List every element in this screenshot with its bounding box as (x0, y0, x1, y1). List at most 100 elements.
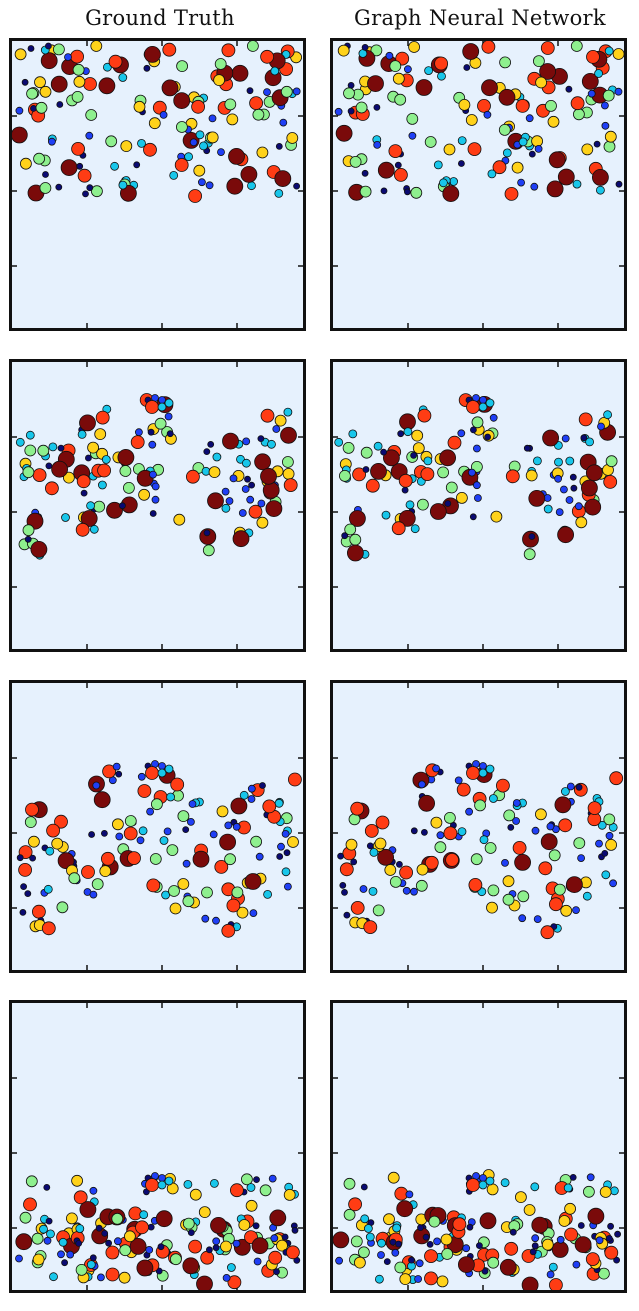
particle (335, 1256, 343, 1265)
particle (30, 540, 48, 558)
particle (238, 509, 247, 517)
particle (479, 835, 489, 845)
particle (479, 762, 487, 770)
particle (512, 799, 521, 807)
particle (543, 504, 553, 514)
particle (374, 837, 387, 850)
particle (212, 1244, 220, 1252)
particle (187, 1229, 195, 1237)
particle (469, 426, 477, 434)
particle (605, 455, 618, 468)
particle (166, 430, 174, 438)
particle (554, 474, 563, 483)
particle (72, 63, 85, 76)
particle (157, 402, 167, 412)
particle (39, 1224, 48, 1234)
particle (572, 179, 582, 189)
particle (441, 1248, 454, 1260)
particle (101, 851, 115, 866)
particle (575, 783, 583, 791)
particle (375, 815, 390, 830)
particle (259, 782, 266, 789)
particle (599, 1186, 612, 1198)
particle (86, 184, 94, 192)
particle (222, 1273, 231, 1282)
particle (392, 72, 405, 85)
particle (230, 797, 248, 815)
particle (343, 1208, 356, 1221)
particle (208, 466, 221, 478)
particle (270, 1234, 279, 1243)
particle (597, 820, 607, 830)
particle (594, 69, 604, 78)
particle (222, 432, 239, 450)
particle (385, 51, 394, 60)
particle (138, 488, 151, 501)
particle (475, 1242, 483, 1250)
particle (45, 1217, 53, 1225)
particle (24, 444, 37, 457)
particle (224, 853, 237, 866)
particle (177, 810, 190, 823)
particle (188, 1239, 203, 1254)
particle (195, 130, 205, 140)
particle (462, 1244, 471, 1253)
particle (557, 168, 575, 186)
particle (501, 858, 509, 867)
particle (57, 1250, 65, 1259)
particle (578, 412, 593, 427)
particle (147, 1223, 155, 1231)
particle (123, 826, 138, 841)
particle (442, 185, 460, 203)
particle (602, 89, 615, 102)
particle (91, 878, 104, 891)
particle (162, 42, 177, 57)
particle (19, 908, 27, 916)
particle (186, 817, 195, 826)
particle (529, 1248, 537, 1256)
particles-gnn-1 (333, 41, 624, 328)
particle (540, 41, 555, 55)
particle (556, 1235, 565, 1244)
particle (19, 1211, 32, 1224)
particle (377, 161, 395, 179)
particle (214, 58, 227, 70)
particle (467, 142, 482, 156)
particle (418, 780, 426, 789)
particle (605, 838, 618, 851)
particle (533, 915, 542, 924)
particle (29, 854, 37, 862)
particle (424, 66, 433, 76)
particle (339, 862, 354, 877)
particle (45, 42, 52, 50)
particle (259, 1184, 272, 1197)
particle (54, 814, 68, 829)
particle (603, 410, 613, 420)
particle (46, 823, 60, 838)
particle (593, 140, 601, 148)
particle (182, 1217, 195, 1230)
particle (158, 762, 166, 770)
particle (273, 1268, 280, 1276)
particle (440, 1233, 453, 1246)
particle (429, 503, 447, 520)
particle (349, 156, 362, 168)
particle (30, 105, 37, 112)
particle (605, 831, 614, 840)
particle (146, 878, 161, 893)
particle (169, 1253, 182, 1266)
particle (260, 408, 275, 423)
particle (601, 849, 609, 857)
particle (444, 500, 452, 507)
particle (250, 835, 263, 848)
particle (574, 502, 583, 511)
particle (118, 180, 128, 190)
particle (569, 1173, 577, 1181)
particle (368, 886, 378, 896)
particle (14, 48, 27, 61)
particle (196, 1275, 213, 1290)
particle (492, 160, 507, 175)
particle (45, 846, 55, 856)
particle (417, 1224, 424, 1232)
particle (77, 430, 87, 439)
